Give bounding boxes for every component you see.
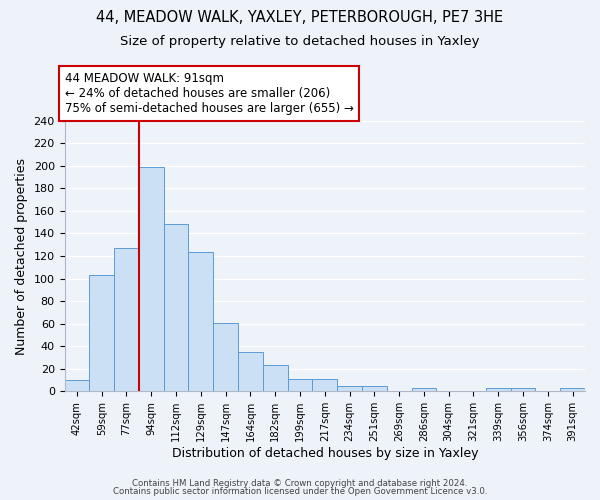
Bar xyxy=(164,224,188,392)
Bar xyxy=(188,252,213,392)
Text: 44 MEADOW WALK: 91sqm
← 24% of detached houses are smaller (206)
75% of semi-det: 44 MEADOW WALK: 91sqm ← 24% of detached … xyxy=(65,72,353,116)
Bar xyxy=(337,386,362,392)
Bar xyxy=(511,388,535,392)
Text: Size of property relative to detached houses in Yaxley: Size of property relative to detached ho… xyxy=(120,35,480,48)
Text: Contains HM Land Registry data © Crown copyright and database right 2024.: Contains HM Land Registry data © Crown c… xyxy=(132,478,468,488)
Bar xyxy=(313,379,337,392)
Y-axis label: Number of detached properties: Number of detached properties xyxy=(15,158,28,354)
Bar xyxy=(139,167,164,392)
Bar xyxy=(362,386,387,392)
Text: Contains public sector information licensed under the Open Government Licence v3: Contains public sector information licen… xyxy=(113,487,487,496)
Bar xyxy=(263,366,287,392)
Bar xyxy=(114,248,139,392)
X-axis label: Distribution of detached houses by size in Yaxley: Distribution of detached houses by size … xyxy=(172,447,478,460)
Bar xyxy=(89,275,114,392)
Bar xyxy=(65,380,89,392)
Text: 44, MEADOW WALK, YAXLEY, PETERBOROUGH, PE7 3HE: 44, MEADOW WALK, YAXLEY, PETERBOROUGH, P… xyxy=(97,10,503,25)
Bar xyxy=(287,379,313,392)
Bar xyxy=(238,352,263,392)
Bar xyxy=(560,388,585,392)
Bar xyxy=(486,388,511,392)
Bar xyxy=(412,388,436,392)
Bar xyxy=(213,322,238,392)
